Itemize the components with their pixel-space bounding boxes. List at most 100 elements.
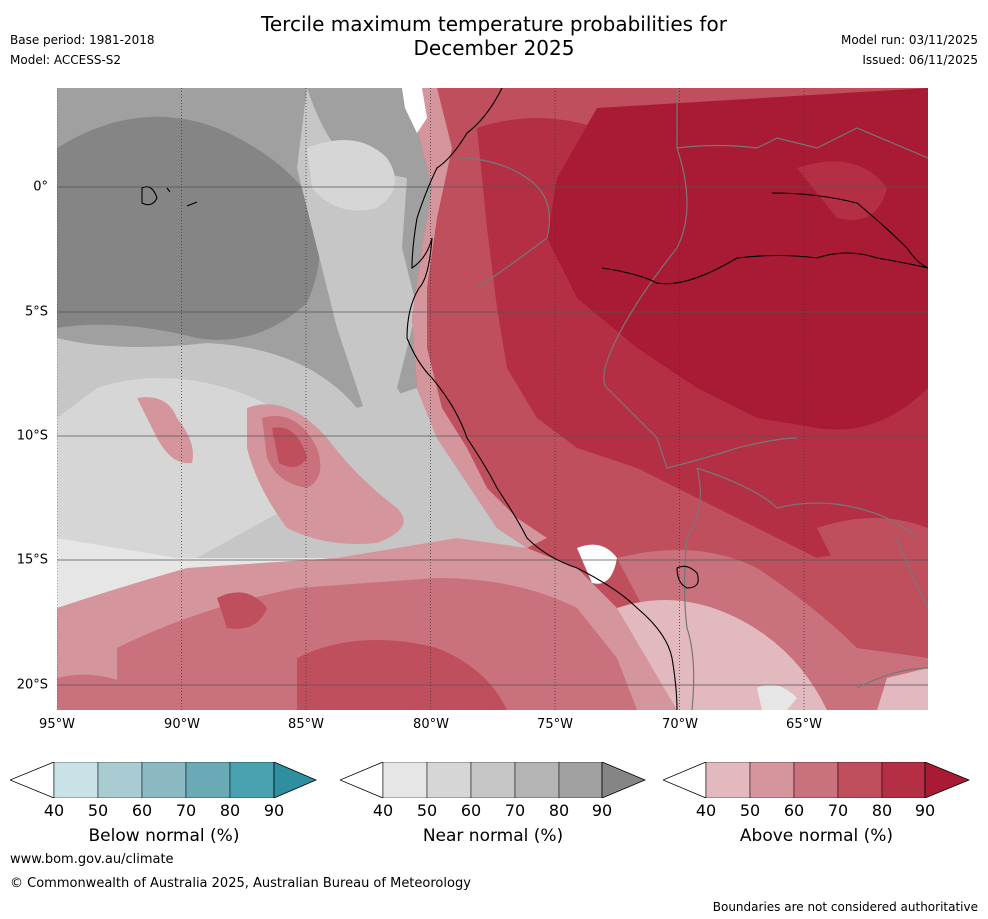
near-over-triangle — [601, 762, 646, 798]
border-bolivia-brazil — [696, 467, 918, 539]
model-name: Model: ACCESS-S2 — [10, 53, 122, 67]
colorbar-below — [10, 762, 318, 798]
above-normal-south-70 — [297, 640, 507, 710]
above-swatch-80 — [881, 762, 926, 798]
below-tick: 70 — [175, 801, 197, 820]
lon-tick-95w: 95°W — [39, 717, 75, 732]
above-tick: 80 — [871, 801, 893, 820]
base-period: Base period: 1981-2018 — [10, 33, 155, 47]
copyright-text: © Commonwealth of Australia 2025, Austra… — [10, 876, 471, 891]
near-tick: 90 — [591, 801, 613, 820]
below-tick: 80 — [219, 801, 241, 820]
coast-amazon-river — [601, 252, 928, 285]
above-normal-small-patch — [137, 397, 193, 464]
white-patch-small — [757, 684, 797, 710]
meta-left: Base period: 1981-2018 Model: ACCESS-S2 — [10, 30, 155, 70]
below-tick: 40 — [43, 801, 65, 820]
coast-pacific — [406, 88, 678, 710]
coastline — [141, 88, 928, 710]
issued-date: Issued: 06/11/2025 — [862, 53, 978, 67]
lat-tick-5s: 5°S — [24, 304, 48, 320]
title-line-1: Tercile maximum temperature probabilitie… — [261, 12, 727, 36]
lon-tick-65w: 65°W — [786, 717, 822, 732]
above-swatch-40 — [705, 762, 751, 798]
above-normal-coast-strip — [407, 88, 547, 548]
below-tick: 50 — [87, 801, 109, 820]
parallels — [57, 186, 928, 686]
title-line-2: December 2025 — [413, 36, 575, 60]
near-swatch-50 — [426, 762, 472, 798]
probability-map — [57, 88, 928, 710]
above-swatch-70 — [837, 762, 883, 798]
border-colombia-ecuador — [456, 157, 551, 289]
above-under-triangle — [663, 762, 707, 798]
lat-tick-0: 0° — [33, 179, 48, 195]
near-tick: 40 — [372, 801, 394, 820]
chart-title: Tercile maximum temperature probabilitie… — [0, 12, 988, 60]
lat-tick-15s: 15°S — [16, 552, 48, 568]
above-tick: 90 — [914, 801, 936, 820]
lon-tick-85w: 85°W — [288, 717, 324, 732]
near-normal-90-zone — [57, 116, 321, 340]
colorbar-near-label: Near normal (%) — [422, 826, 564, 846]
above-normal-se-70 — [817, 518, 928, 608]
above-tick: 70 — [827, 801, 849, 820]
colorbar-above-label: Above normal (%) — [739, 826, 894, 846]
galapagos-islands — [141, 186, 198, 207]
border-peru-brazil — [603, 147, 798, 469]
above-normal-patch-east — [797, 161, 887, 220]
lon-tick-90w: 90°W — [164, 717, 200, 732]
below-tick: 90 — [263, 801, 285, 820]
near-tick: 80 — [548, 801, 570, 820]
near-swatch-70 — [514, 762, 560, 798]
lat-tick-10s: 10°S — [16, 428, 48, 444]
above-tick: 50 — [739, 801, 761, 820]
border-peru-bolivia — [683, 467, 701, 629]
near-tick: 60 — [460, 801, 482, 820]
above-normal-south-land-40 — [617, 600, 827, 710]
above-swatch-60 — [793, 762, 839, 798]
above-normal-se-light — [877, 668, 928, 710]
below-under-triangle — [10, 762, 55, 798]
country-borders — [456, 88, 928, 710]
lon-tick-70w: 70°W — [662, 717, 698, 732]
below-swatch-60 — [141, 762, 187, 798]
near-normal-patch — [307, 140, 395, 211]
above-normal-patch-a — [217, 592, 267, 629]
colorbar-near — [340, 762, 646, 798]
model-run: Model run: 03/11/2025 — [840, 33, 978, 47]
below-tick: 60 — [131, 801, 153, 820]
border-east — [896, 537, 928, 609]
below-swatch-70 — [185, 762, 231, 798]
near-tick: 70 — [504, 801, 526, 820]
boundary-disclaimer: Boundaries are not considered authoritat… — [712, 900, 978, 914]
white-patch-coast — [577, 544, 617, 584]
border-se — [856, 667, 928, 689]
near-tick: 50 — [416, 801, 438, 820]
border-bolivia-chile — [686, 627, 695, 710]
above-tick: 60 — [783, 801, 805, 820]
below-over-triangle — [273, 762, 318, 798]
colorbar-above — [663, 762, 970, 798]
white-patch-north — [402, 88, 427, 133]
near-swatch-60 — [470, 762, 516, 798]
lat-tick-20s: 20°S — [16, 677, 48, 693]
near-under-triangle — [340, 762, 384, 798]
above-normal-tongue-70 — [272, 427, 307, 467]
meta-right: Model run: 03/11/2025 Issued: 06/11/2025 — [841, 30, 978, 70]
below-swatch-50 — [97, 762, 143, 798]
lake-titicaca — [676, 565, 699, 589]
lon-tick-75w: 75°W — [537, 717, 573, 732]
coast-north-river — [771, 192, 928, 269]
colorbar-below-label: Below normal (%) — [88, 826, 240, 846]
below-swatch-40 — [53, 762, 99, 798]
lon-tick-80w: 80°W — [413, 717, 449, 732]
above-over-triangle — [924, 762, 970, 798]
website-link[interactable]: www.bom.gov.au/climate — [10, 852, 174, 867]
above-normal-patch-b — [57, 674, 137, 710]
near-swatch-40 — [382, 762, 428, 798]
above-tick: 40 — [695, 801, 717, 820]
below-swatch-80 — [229, 762, 275, 798]
border-colombia-brazil — [676, 88, 928, 159]
near-swatch-80 — [558, 762, 603, 798]
